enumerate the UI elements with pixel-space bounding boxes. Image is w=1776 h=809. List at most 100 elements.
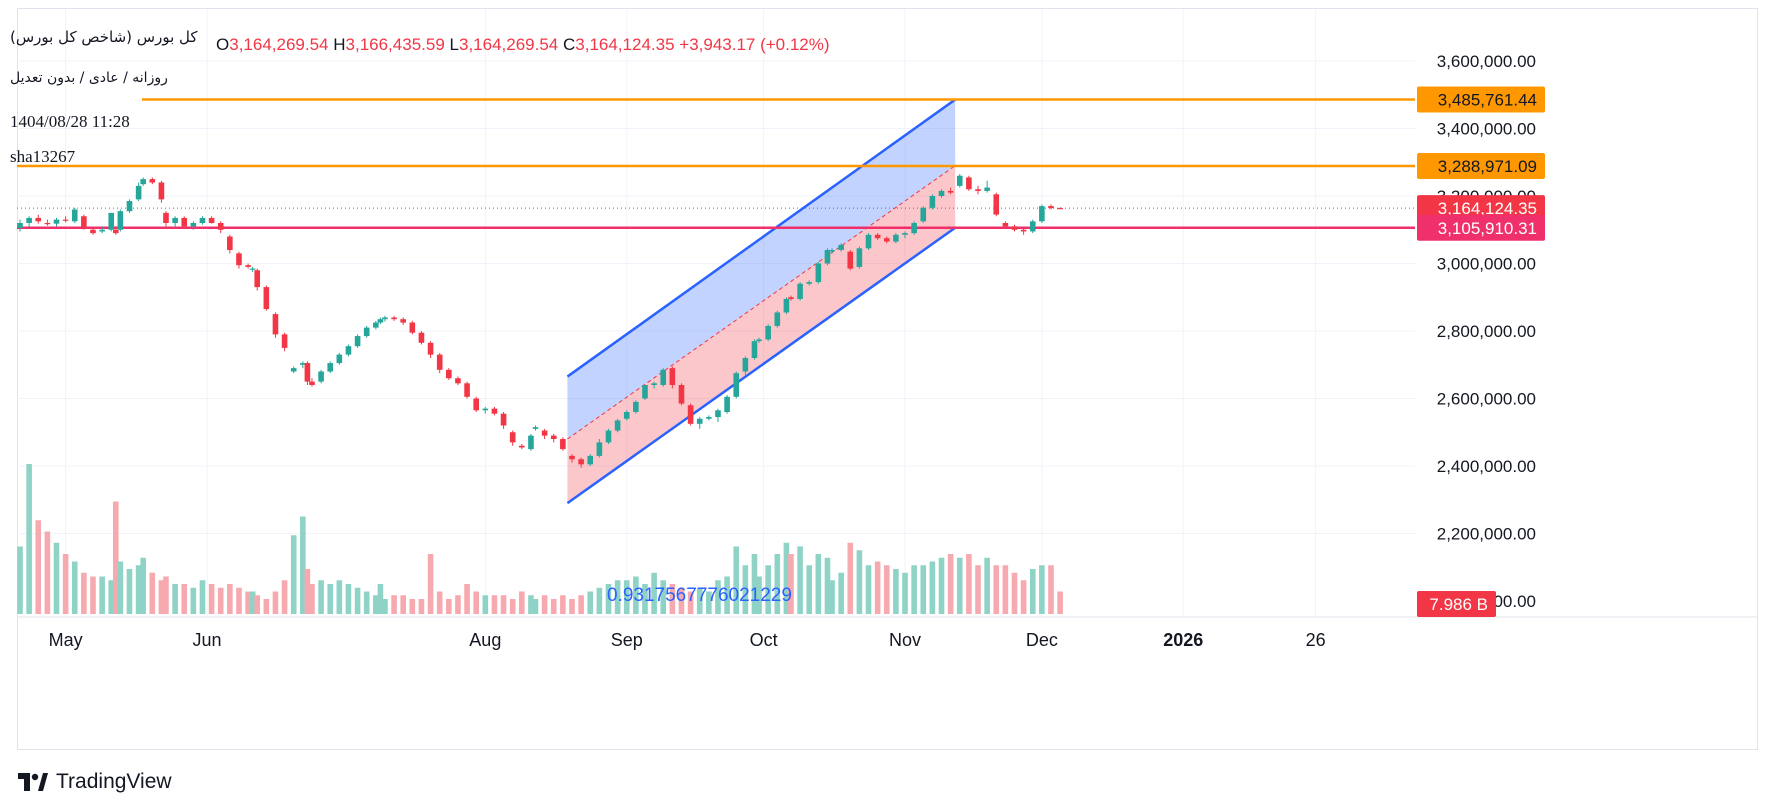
candle-body bbox=[377, 319, 384, 323]
x-tick-label: Oct bbox=[750, 630, 778, 650]
candle-body bbox=[975, 189, 981, 191]
candle-body bbox=[696, 418, 703, 424]
candle-body bbox=[309, 381, 315, 385]
tradingview-logo[interactable]: TradingView bbox=[18, 770, 172, 794]
candle-body bbox=[99, 229, 105, 232]
symbol-title[interactable]: کل بورس (شاخص کل بورس) bbox=[10, 28, 198, 46]
volume-bar bbox=[117, 561, 124, 614]
price-axis[interactable]: 2,200,000.00 2,400,000.00 2,600,000.00 2,80… bbox=[1437, 52, 1536, 611]
candle-body bbox=[245, 265, 251, 267]
candle-body bbox=[53, 219, 60, 224]
candle-body bbox=[678, 385, 685, 404]
x-tick-label: May bbox=[49, 630, 83, 650]
candle-body bbox=[81, 216, 87, 229]
candle-body bbox=[788, 297, 794, 299]
volume-bar bbox=[1029, 569, 1036, 614]
volume-bar bbox=[605, 584, 612, 614]
volume-bar bbox=[309, 584, 315, 614]
candle-body bbox=[966, 177, 972, 190]
candle-body bbox=[409, 322, 416, 333]
candle-body bbox=[806, 282, 813, 284]
candle-body bbox=[217, 223, 224, 230]
volume-bar bbox=[956, 557, 963, 614]
candle-body bbox=[938, 190, 945, 196]
candle-body bbox=[500, 413, 507, 426]
volume-bar bbox=[614, 580, 621, 614]
volume-bar bbox=[90, 576, 96, 614]
volume-bar bbox=[149, 572, 156, 614]
volume-bar bbox=[920, 565, 927, 614]
candle-body bbox=[327, 363, 334, 372]
y-tick-label: 2,800,000.00 bbox=[1437, 322, 1536, 341]
candle-body bbox=[560, 439, 566, 450]
candle-body bbox=[865, 234, 872, 249]
candle-body bbox=[902, 233, 908, 235]
volume-bar bbox=[623, 580, 630, 614]
volume-bar bbox=[1048, 565, 1054, 614]
regression-channel[interactable] bbox=[566, 98, 956, 505]
candle-body bbox=[509, 432, 516, 443]
time-axis[interactable]: May Jun Aug Sep Oct Nov Dec 2026 26 bbox=[49, 630, 1326, 650]
volume-bar bbox=[519, 591, 525, 614]
chart-subtitle: روزانه / عادی / بدون تعدیل bbox=[10, 70, 168, 86]
candle-body bbox=[519, 445, 525, 448]
horizontal-lines[interactable] bbox=[17, 98, 1415, 230]
volume-bar bbox=[874, 561, 881, 614]
volume-bar bbox=[249, 591, 256, 614]
candle-body bbox=[596, 442, 603, 456]
volume-bar bbox=[847, 542, 854, 614]
candle-body bbox=[108, 212, 115, 230]
candle-body bbox=[71, 209, 78, 222]
candle-body bbox=[254, 270, 261, 288]
volume-bar bbox=[696, 587, 703, 614]
timestamp: 1404/08/28 11:28 bbox=[10, 112, 130, 131]
close-value: 3,164,124.35 bbox=[575, 35, 675, 54]
high-value: 3,166,435.59 bbox=[345, 35, 445, 54]
candle-body bbox=[473, 398, 479, 411]
volume-bar bbox=[140, 557, 146, 614]
candle-body bbox=[874, 234, 881, 239]
chart-frame[interactable] bbox=[17, 8, 1758, 750]
candle-body bbox=[1057, 208, 1063, 210]
volume-bar bbox=[911, 565, 917, 614]
volume-bar bbox=[824, 557, 831, 614]
volume-bar bbox=[44, 531, 51, 614]
candle-body bbox=[1020, 229, 1027, 232]
volume-bar bbox=[1002, 565, 1009, 614]
volume-bar bbox=[838, 572, 844, 614]
candle-body bbox=[272, 314, 279, 335]
candle-body bbox=[199, 217, 206, 223]
volume-bar bbox=[893, 569, 899, 614]
channel-upper-line bbox=[566, 98, 956, 378]
candle-body bbox=[336, 354, 343, 364]
candle-body bbox=[249, 268, 256, 270]
volume-bar bbox=[377, 584, 384, 614]
author-name: sha13267 bbox=[10, 147, 76, 166]
volume-bar bbox=[733, 546, 740, 614]
candle-body bbox=[1029, 221, 1036, 232]
candle-body bbox=[742, 358, 749, 372]
candle-body bbox=[163, 212, 169, 223]
candle-body bbox=[783, 298, 790, 313]
volume-bar bbox=[473, 591, 479, 614]
volume-bar bbox=[660, 580, 667, 614]
candle-body bbox=[774, 312, 781, 326]
y-tick-label: 3,000,000.00 bbox=[1437, 255, 1536, 274]
candle-body bbox=[446, 369, 452, 379]
volume-bar bbox=[966, 554, 972, 614]
volume-bar bbox=[409, 599, 416, 614]
channel-mid-line bbox=[567, 165, 956, 440]
candle-body bbox=[660, 369, 667, 385]
candle-body bbox=[815, 263, 822, 283]
candle-body bbox=[400, 319, 407, 323]
volume-bar bbox=[163, 576, 169, 614]
candle-body bbox=[208, 217, 215, 223]
volume-bar bbox=[190, 587, 197, 614]
candle-body bbox=[149, 179, 156, 183]
candle-body bbox=[382, 317, 388, 320]
volume-bar bbox=[427, 554, 434, 614]
volume-label: 7.986 B bbox=[1429, 595, 1488, 614]
grid bbox=[17, 9, 1758, 618]
volume-bar bbox=[35, 520, 42, 614]
